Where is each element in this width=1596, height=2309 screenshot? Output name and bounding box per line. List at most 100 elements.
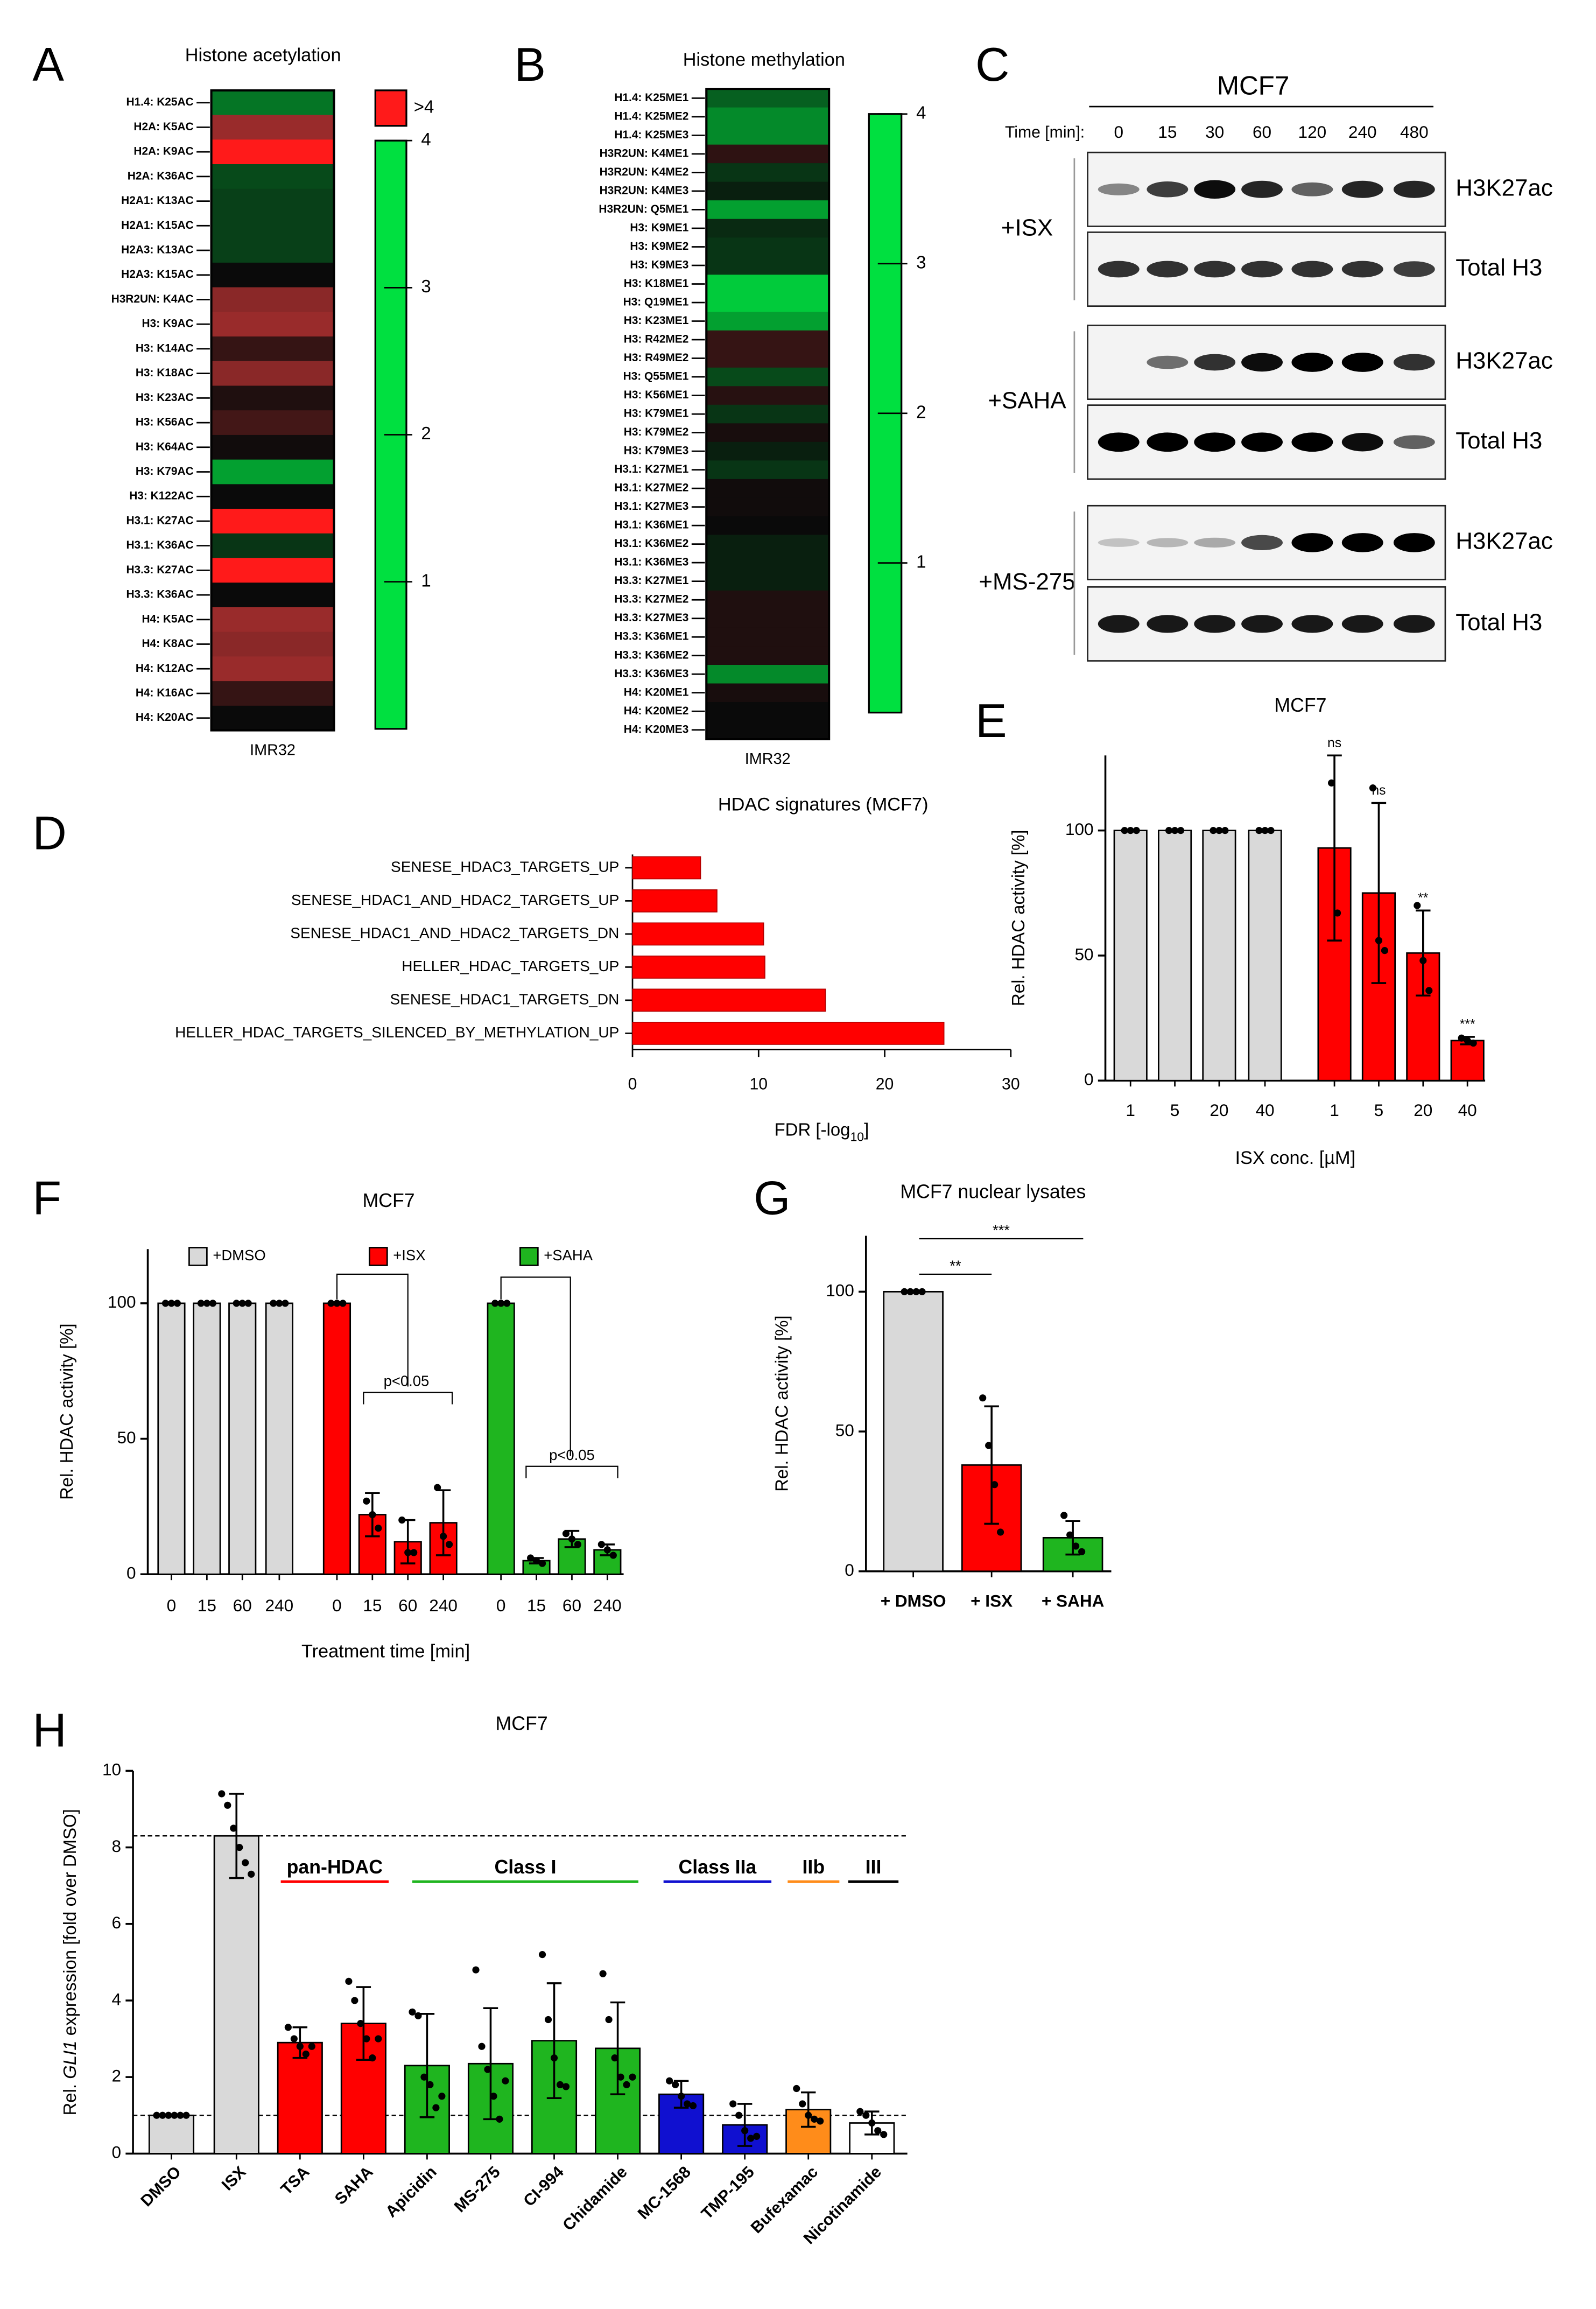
heatmap-cell <box>706 126 829 145</box>
data-point <box>357 2020 364 2027</box>
y-tick-label: 6 <box>112 1913 122 1932</box>
data-point <box>302 2050 310 2058</box>
bar <box>277 2041 323 2154</box>
data-point <box>1327 779 1335 787</box>
heatmap-cell <box>211 385 334 411</box>
row-label: H3.3: K36ME2 <box>614 649 688 661</box>
bar <box>632 988 826 1012</box>
x-tick-label: 240 <box>265 1596 294 1615</box>
row-label: H4: K8AC <box>142 637 193 650</box>
data-point <box>1215 827 1223 834</box>
x-tick-label: 15 <box>527 1596 546 1615</box>
legend-label: +ISX <box>393 1247 425 1264</box>
data-point <box>868 2119 876 2127</box>
heatmap-cell <box>706 275 829 294</box>
y-tick-label: 0 <box>1084 1070 1094 1089</box>
data-point <box>161 1300 170 1307</box>
y-tick-label: SENESE_HDAC1_TARGETS_DN <box>390 991 619 1007</box>
bar <box>213 1835 259 2154</box>
data-point <box>153 2111 160 2119</box>
legend-label: +SAHA <box>544 1247 593 1264</box>
blot-band <box>1341 180 1383 198</box>
row-label: H4: K16AC <box>136 687 194 699</box>
band-label: Total H3 <box>1456 255 1542 281</box>
blot-band <box>1194 432 1236 452</box>
heatmap-cell <box>706 386 829 405</box>
data-point <box>880 2131 888 2138</box>
blot-band <box>1147 355 1189 369</box>
row-label: H4: K20ME2 <box>624 705 689 717</box>
data-point <box>991 1481 999 1489</box>
data-point <box>410 1549 418 1556</box>
chart-title: MCF7 <box>1274 694 1326 716</box>
row-label: H3R2UN: K4AC <box>111 293 194 305</box>
x-tick-label: 60 <box>398 1596 417 1615</box>
blot-band <box>1241 432 1283 452</box>
data-point <box>1127 827 1134 834</box>
data-point <box>1470 1039 1477 1047</box>
heatmap-cell <box>706 312 829 331</box>
x-tick-label: 60 <box>233 1596 252 1615</box>
y-axis-label: Rel. HDAC activity [%] <box>57 1323 76 1500</box>
legend-swatch <box>368 1247 388 1266</box>
bracket <box>336 1273 409 1387</box>
heatmap-cell <box>706 441 829 461</box>
row-label: H3: K14AC <box>136 342 194 354</box>
row-label: H3: K23AC <box>136 391 194 404</box>
heatmap-cell <box>211 238 334 263</box>
data-point <box>1267 827 1275 834</box>
data-point <box>538 1951 546 1959</box>
heatmap-cell <box>706 349 829 368</box>
data-point <box>741 2127 749 2135</box>
x-tick-label: 60 <box>563 1596 581 1615</box>
blot-band <box>1341 533 1383 552</box>
heatmap-cell <box>706 720 829 740</box>
band-label: Total H3 <box>1456 609 1542 636</box>
data-point <box>502 2077 509 2085</box>
bar <box>157 1302 186 1575</box>
blot-band <box>1341 615 1383 633</box>
annotation: p<0.05 <box>384 1373 430 1389</box>
x-axis-label-part: 10 <box>850 1130 864 1144</box>
x-axis-label: FDR [-log10] <box>775 1119 869 1143</box>
panel-letter: F <box>32 1171 61 1225</box>
data-point <box>1177 827 1185 834</box>
data-point <box>1210 827 1217 834</box>
data-point <box>817 2117 824 2125</box>
x-tick-label: + ISX <box>971 1591 1013 1611</box>
error-bar <box>546 1982 562 2100</box>
data-point <box>490 2093 497 2100</box>
bar <box>632 856 701 880</box>
bar <box>1157 830 1192 1082</box>
data-point <box>1171 827 1179 834</box>
heatmap-cell <box>211 115 334 141</box>
treatment-label: +SAHA <box>988 388 1066 414</box>
data-point <box>398 1516 406 1524</box>
row-label: H3: K64AC <box>136 440 194 453</box>
data-point <box>1066 1531 1074 1539</box>
error-bar <box>737 2103 753 2147</box>
row-label: H3.1: K27AC <box>126 514 193 527</box>
row-label: H3.3: K27ME3 <box>614 612 688 624</box>
row-label: H2A: K36AC <box>128 170 194 182</box>
y-tick-label: HELLER_HDAC_TARGETS_SILENCED_BY_METHYLAT… <box>175 1024 619 1041</box>
bar <box>148 2114 195 2154</box>
blot-band <box>1194 537 1236 548</box>
bar <box>632 889 718 913</box>
row-label: H3: K18AC <box>136 367 194 379</box>
chart-title: Histone acetylation <box>185 45 341 66</box>
chart-title: HDAC signatures (MCF7) <box>718 795 929 815</box>
blot-band <box>1241 535 1283 551</box>
colorbar-tick-label: 2 <box>916 402 926 422</box>
blot-band <box>1098 261 1140 278</box>
x-tick-label: 5 <box>1374 1100 1384 1120</box>
colorbar-tick-label: 3 <box>916 252 926 272</box>
error-bar <box>1371 802 1387 984</box>
row-label: H1.4: K25ME1 <box>614 92 688 104</box>
data-point <box>1165 827 1173 834</box>
data-point <box>270 1300 277 1307</box>
data-point <box>238 1300 246 1307</box>
blot-band <box>1098 432 1140 452</box>
heatmap-cell <box>706 497 829 517</box>
